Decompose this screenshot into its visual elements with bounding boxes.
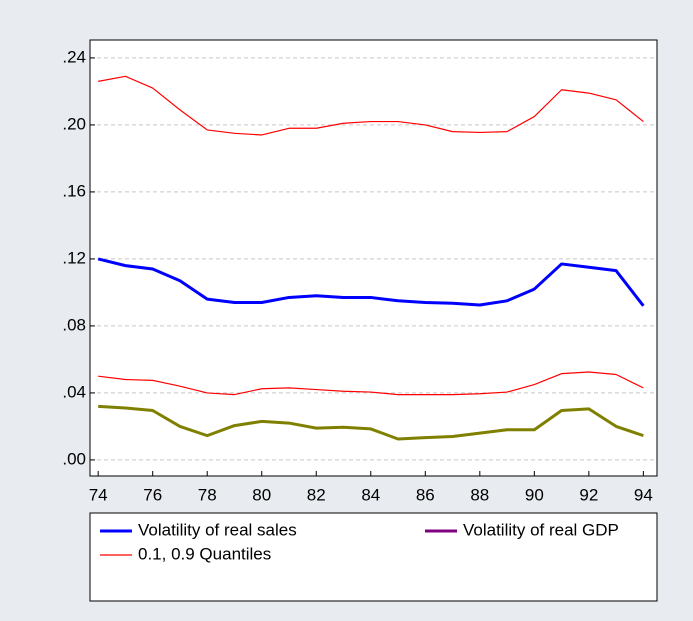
x-tick-label: 90 bbox=[525, 485, 544, 504]
x-tick-label: 74 bbox=[89, 485, 108, 504]
y-tick-label: .24 bbox=[62, 47, 86, 66]
x-tick-label: 92 bbox=[579, 485, 598, 504]
series-line bbox=[98, 371, 644, 396]
x-tick-label: 80 bbox=[252, 485, 271, 504]
y-tick-label: .00 bbox=[62, 449, 86, 468]
legend-label: Volatility of real GDP bbox=[463, 520, 619, 539]
x-tick-label: 86 bbox=[416, 485, 435, 504]
series-line bbox=[97, 257, 645, 307]
series-line bbox=[98, 75, 644, 136]
x-tick-label: 88 bbox=[470, 485, 489, 504]
y-tick-label: .20 bbox=[62, 114, 86, 133]
plot-border bbox=[89, 39, 658, 477]
x-tick-label: 84 bbox=[361, 485, 380, 504]
x-tick-label: 94 bbox=[634, 485, 653, 504]
x-tick-label: 76 bbox=[143, 485, 162, 504]
series-line bbox=[98, 404, 644, 441]
x-tick-label: 82 bbox=[307, 485, 326, 504]
legend bbox=[89, 512, 658, 602]
y-tick-label: .16 bbox=[62, 181, 86, 200]
legend-label: Volatility of real sales bbox=[138, 520, 297, 539]
y-tick-label: .12 bbox=[62, 248, 86, 267]
legend-label: 0.1, 0.9 Quantiles bbox=[138, 544, 271, 563]
y-tick-label: .04 bbox=[62, 382, 86, 401]
x-tick-label: 78 bbox=[198, 485, 217, 504]
y-tick-label: .08 bbox=[62, 315, 86, 334]
